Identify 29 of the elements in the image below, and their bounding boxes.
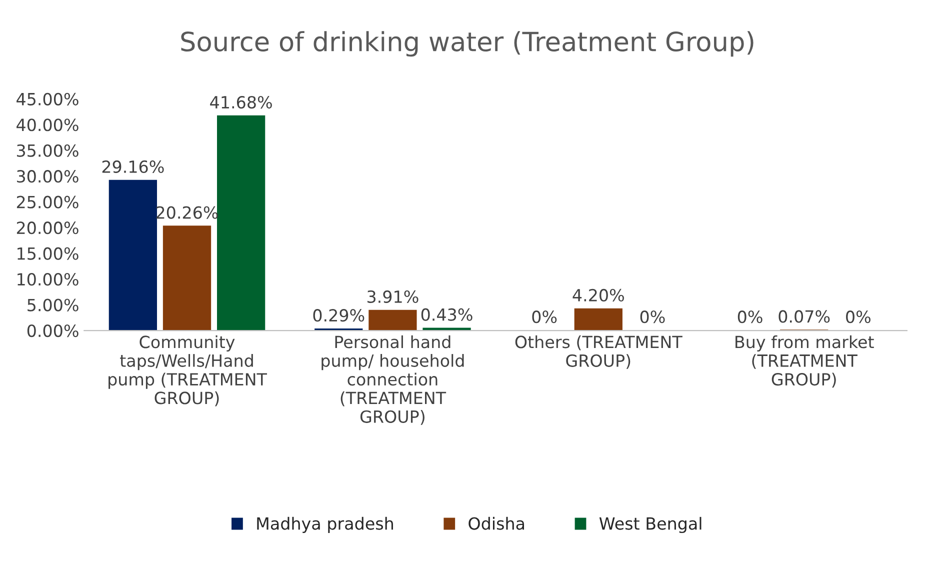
data-label: 4.20% bbox=[572, 288, 624, 302]
chart-title: Source of drinking water (Treatment Group) bbox=[181, 31, 754, 57]
y-tick-label: 10.00% bbox=[18, 273, 78, 286]
y-tick-label: 30.00% bbox=[17, 170, 78, 183]
x-tick-label: Others (TREATMENT GROUP) bbox=[515, 335, 682, 369]
data-label: 0% bbox=[640, 310, 665, 324]
x-tick-label: Buy from market (TREATMENT GROUP) bbox=[736, 335, 874, 388]
y-tick-label: 15.00% bbox=[18, 247, 78, 260]
data-label: 0.29% bbox=[313, 309, 364, 322]
legend-label: Madhya pradesh bbox=[257, 516, 393, 534]
data-label: 0% bbox=[532, 310, 557, 324]
y-tick-label: 5.00% bbox=[28, 298, 78, 312]
y-tick-label: 0.00% bbox=[27, 324, 78, 338]
y-tick-label: 45.00% bbox=[16, 92, 78, 106]
x-tick-label: Personal hand pump/ household connection (TREATMENT GROUP) bbox=[322, 335, 464, 425]
data-label: 0.07% bbox=[778, 310, 830, 323]
legend-label: Odisha bbox=[468, 516, 524, 530]
data-label: 0.43% bbox=[421, 308, 472, 321]
x-tick-label: Community taps/Wells/Hand pump (TREATMENT GROUP) bbox=[108, 335, 267, 406]
y-tick-label: 25.00% bbox=[16, 196, 78, 208]
data-label: 0% bbox=[846, 310, 870, 324]
data-label: 3.91% bbox=[368, 290, 418, 303]
legend-label: West Bengal bbox=[599, 516, 702, 534]
data-label: 0% bbox=[738, 310, 762, 324]
data-label: 41.68% bbox=[210, 96, 272, 109]
y-tick-label: 20.00% bbox=[16, 222, 78, 234]
y-tick-label: 35.00% bbox=[17, 144, 78, 157]
data-label: 29.16% bbox=[102, 160, 164, 174]
y-tick-label: 40.00% bbox=[16, 118, 78, 132]
